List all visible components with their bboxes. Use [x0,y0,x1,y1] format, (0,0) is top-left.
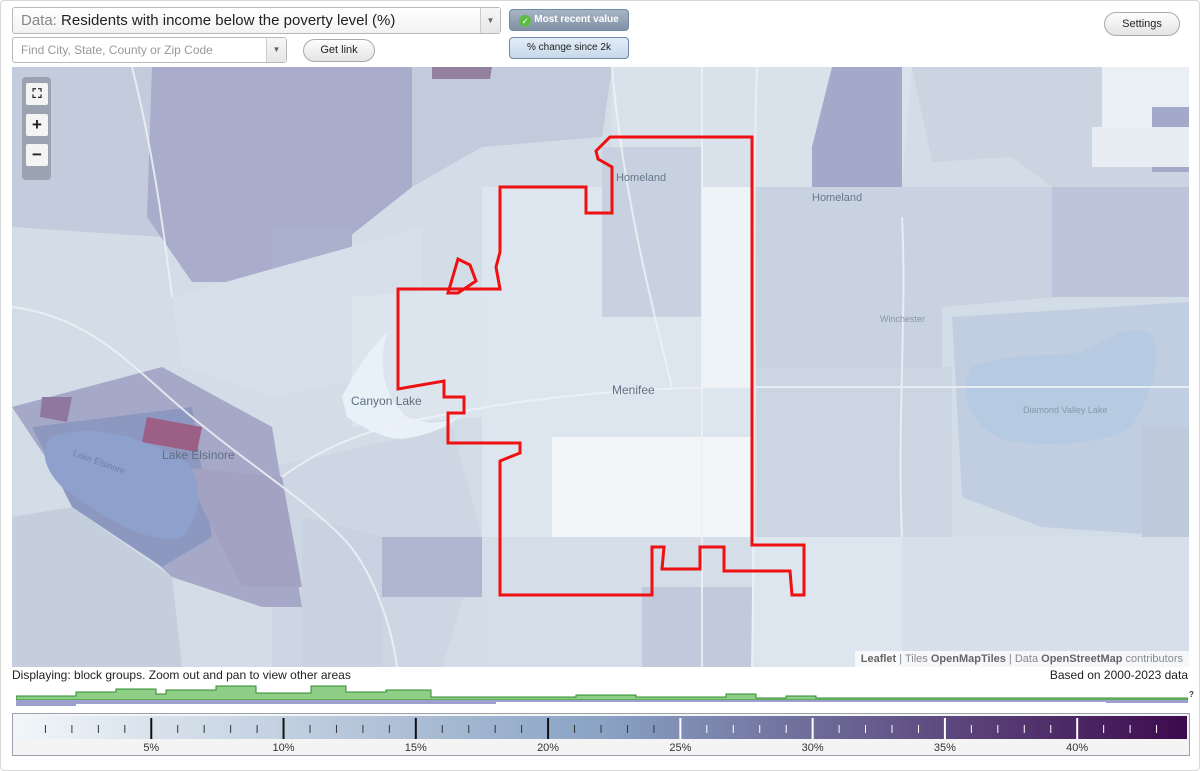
chevron-down-icon[interactable]: ▼ [480,8,500,33]
openstreetmap-link[interactable]: OpenStreetMap [1041,653,1123,665]
location-search[interactable]: ▼ [12,37,287,63]
place-label-winchester: Winchester [880,314,926,324]
legend-tick-label: 25% [669,742,691,753]
fit-bounds-icon[interactable]: ⛶ [26,83,48,105]
legend-tick-label: 30% [802,742,824,753]
get-link-button[interactable]: Get link [303,39,375,62]
leaflet-link[interactable]: Leaflet [860,653,897,665]
map-view[interactable]: ⛶ + − Homeland Homeland Winchester Menif… [12,67,1189,667]
legend-scale: 5% 10% 15% 20% 25% 30% 35% 40% [15,716,1187,753]
place-label-homeland: Homeland [812,192,863,204]
map-attribution: Leaflet | Tiles OpenMapTiles | Data Open… [854,651,1189,667]
place-label-homeland-small: Homeland [616,172,667,184]
place-label-lake-elsinore: Lake Elsinore [162,448,235,462]
legend-tick-label: 15% [405,742,427,753]
place-label-canyon-lake: Canyon Lake [351,394,422,408]
data-select-value: Residents with income below the poverty … [61,12,396,29]
openmaptiles-link[interactable]: OpenMapTiles [930,653,1006,665]
check-icon: ✓ [519,15,532,27]
legend-tick-label: 20% [537,742,559,753]
zoom-out-button[interactable]: − [26,144,48,166]
legend-tick-label: 35% [934,742,956,753]
histogram-help-icon[interactable]: ? [1189,690,1194,699]
legend-tick-label: 10% [273,742,295,753]
place-label-menifee: Menifee [612,383,655,397]
data-variable-select[interactable]: Data: Residents with income below the po… [12,7,501,34]
most-recent-label: Most recent value [534,14,619,25]
place-label-diamond-valley-lake: Diamond Valley Lake [1023,405,1108,415]
legend-tick-label: 5% [143,742,159,753]
most-recent-value-button[interactable]: ✓ Most recent value [509,9,629,31]
zoom-in-button[interactable]: + [26,114,48,136]
zoom-control: ⛶ + − [22,77,51,180]
color-legend: 5% 10% 15% 20% 25% 30% 35% 40% [12,713,1190,756]
settings-button[interactable]: Settings [1104,12,1180,36]
chevron-down-icon[interactable]: ▼ [266,38,286,62]
map-canvas [12,67,1189,667]
distribution-histogram [16,685,1188,706]
displaying-note: Displaying: block groups. Zoom out and p… [12,668,351,682]
data-select-prefix: Data: [21,12,57,29]
legend-tick-label: 40% [1066,742,1088,753]
search-input[interactable] [13,38,263,62]
percent-change-button[interactable]: % change since 2k [509,37,629,59]
menifee-boundary [396,135,806,597]
data-range-note: Based on 2000-2023 data [1049,668,1188,682]
